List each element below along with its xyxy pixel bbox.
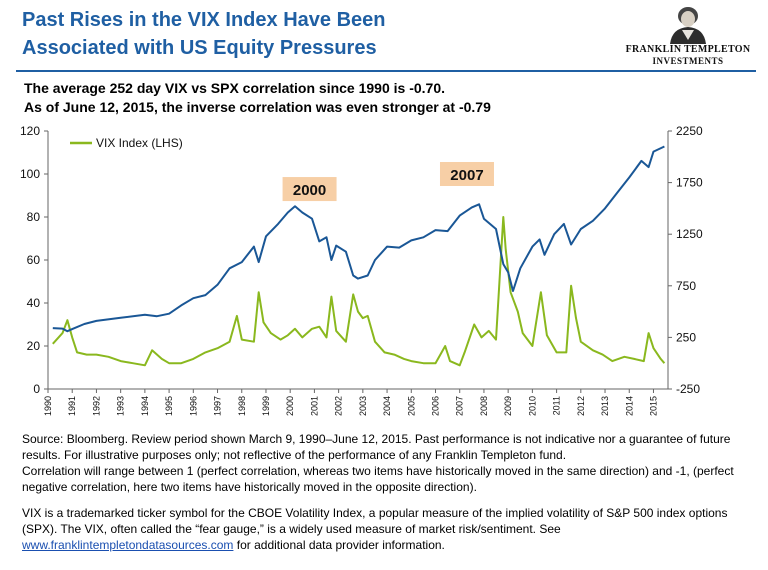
vix-definition-text: VIX is a trademarked ticker symbol for t… <box>22 506 728 536</box>
x-tick-label: 1993 <box>116 396 126 416</box>
data-sources-link[interactable]: www.franklintempletondatasources.com <box>22 538 234 552</box>
vix-spx-chart: 0 20 40 60 80 100 120 -250 250 750 1250 1750 2250 199… <box>20 124 703 416</box>
vix-series-line <box>52 216 666 367</box>
x-tick-label: 1997 <box>213 396 223 416</box>
vix-definition-note: VIX is a trademarked ticker symbol for t… <box>22 505 752 553</box>
legend-label-vix: VIX Index (LHS) <box>96 136 183 150</box>
footnotes: Source: Bloomberg. Review period shown M… <box>22 431 752 553</box>
left-tick-label: 60 <box>27 253 41 267</box>
left-tick-label: 80 <box>27 210 41 224</box>
left-tick-label: 0 <box>33 382 40 396</box>
annotation-label: 2007 <box>450 167 483 184</box>
benjamin-franklin-portrait-icon <box>670 7 706 44</box>
x-tick-label: 2000 <box>285 396 295 416</box>
subtitle-line-1: The average 252 day VIX vs SPX correlati… <box>24 80 446 96</box>
link-suffix-text: for additional data provider information… <box>233 538 445 552</box>
right-tick-label: -250 <box>676 382 700 396</box>
x-tick-label: 2007 <box>455 396 465 416</box>
page-title: Past Rises in the VIX Index Have Been As… <box>22 6 582 62</box>
chart-subtitle: The average 252 day VIX vs SPX correlati… <box>24 79 491 117</box>
franklin-templeton-logo: FRANKLIN TEMPLETON INVESTMENTS <box>622 6 754 66</box>
correlation-note: Correlation will range between 1 (perfec… <box>22 464 734 494</box>
x-tick-label: 1999 <box>261 396 271 416</box>
right-tick-label: 1250 <box>676 227 703 241</box>
x-tick-label: 1998 <box>237 396 247 416</box>
x-tick-label: 2006 <box>431 396 441 416</box>
x-tick-label: 1995 <box>164 396 174 416</box>
subtitle-line-2: As of June 12, 2015, the inverse correla… <box>24 99 491 115</box>
x-tick-label: 2014 <box>624 396 634 416</box>
right-tick-label: 1750 <box>676 176 703 190</box>
x-tick-label: 2003 <box>358 396 368 416</box>
left-tick-label: 100 <box>20 167 40 181</box>
source-note: Source: Bloomberg. Review period shown M… <box>22 432 731 462</box>
annotation-box <box>282 177 337 202</box>
title-line-1: Past Rises in the VIX Index Have Been <box>22 9 386 31</box>
x-tick-label: 1992 <box>91 396 101 416</box>
x-tick-label: 2010 <box>527 396 537 416</box>
x-tick-label: 2012 <box>576 396 586 416</box>
x-tick-label: 1991 <box>67 396 77 416</box>
right-tick-label: 750 <box>676 279 696 293</box>
x-tick-label: 2001 <box>309 396 319 416</box>
x-tick-label: 2011 <box>552 396 562 415</box>
right-tick-label: 2250 <box>676 124 703 138</box>
x-tick-label: 2015 <box>648 396 658 416</box>
x-tick-label: 2008 <box>479 396 489 416</box>
x-tick-label: 2005 <box>406 396 416 416</box>
logo-text-line-2: INVESTMENTS <box>652 56 724 66</box>
right-tick-label: 250 <box>676 330 696 344</box>
logo-text-line-1: FRANKLIN TEMPLETON <box>625 44 751 55</box>
left-tick-label: 40 <box>27 296 41 310</box>
x-tick-label: 2009 <box>503 396 513 416</box>
annotation-label: 2000 <box>293 182 326 199</box>
x-tick-label: 2004 <box>382 396 392 416</box>
x-tick-label: 1994 <box>140 396 150 416</box>
x-tick-label: 1990 <box>43 396 53 416</box>
left-tick-label: 120 <box>20 124 40 138</box>
spx-series-line <box>52 145 665 333</box>
left-tick-label: 20 <box>27 339 41 353</box>
header-divider <box>16 70 756 72</box>
x-tick-label: 2002 <box>334 396 344 416</box>
x-tick-label: 1996 <box>188 396 198 416</box>
annotation-box <box>439 162 494 186</box>
title-line-2: Associated with US Equity Pressures <box>22 37 377 59</box>
x-tick-label: 2013 <box>600 396 610 416</box>
